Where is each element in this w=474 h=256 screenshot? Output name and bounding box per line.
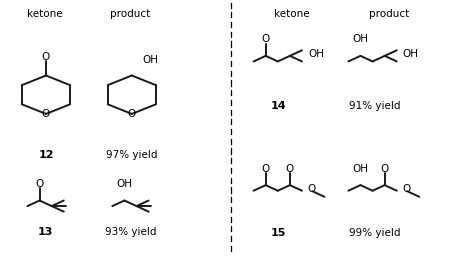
Text: ketone: ketone — [273, 9, 310, 19]
Text: O: O — [262, 164, 270, 174]
Text: OH: OH — [403, 49, 419, 59]
Text: OH: OH — [117, 179, 132, 189]
Text: 15: 15 — [271, 228, 286, 239]
Text: 93% yield: 93% yield — [105, 227, 156, 237]
Text: O: O — [128, 109, 136, 119]
Text: O: O — [42, 109, 50, 119]
Text: O: O — [402, 184, 411, 195]
Text: O: O — [381, 164, 389, 174]
Text: O: O — [262, 34, 270, 44]
Text: 12: 12 — [38, 150, 54, 160]
Text: ketone: ketone — [27, 9, 63, 19]
Text: OH: OH — [142, 55, 158, 65]
Text: O: O — [308, 184, 316, 195]
Text: product: product — [110, 9, 150, 19]
Text: O: O — [36, 179, 44, 189]
Text: product: product — [369, 9, 409, 19]
Text: OH: OH — [353, 164, 368, 174]
Text: 99% yield: 99% yield — [349, 228, 400, 239]
Text: 13: 13 — [37, 227, 53, 237]
Text: OH: OH — [353, 34, 368, 44]
Text: 91% yield: 91% yield — [349, 101, 400, 111]
Text: O: O — [42, 52, 50, 62]
Text: 14: 14 — [271, 101, 286, 111]
Text: 97% yield: 97% yield — [106, 150, 157, 160]
Text: O: O — [286, 164, 294, 174]
Text: OH: OH — [308, 49, 324, 59]
